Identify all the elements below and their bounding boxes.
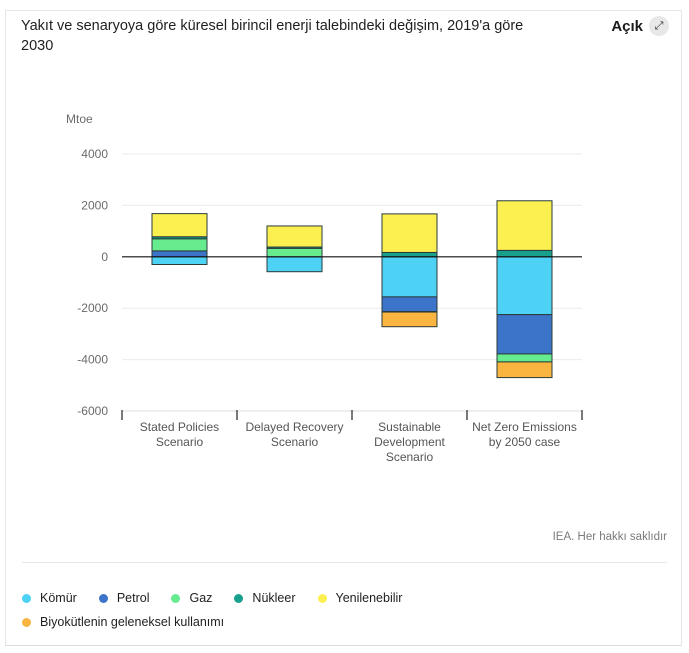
bar-segment-petrol[interactable] xyxy=(151,250,208,258)
legend-dot-icon xyxy=(171,593,181,603)
y-tick-label: 4000 xyxy=(81,147,108,161)
legend-divider xyxy=(22,562,667,563)
legend-label: Yenilenebilir xyxy=(335,591,403,605)
chart-title: Yakıt ve senaryoya göre küresel birincil… xyxy=(21,18,524,54)
bar-stack xyxy=(151,213,208,266)
chart-card xyxy=(5,10,682,646)
legend-label: Biyokütlenin geleneksel kullanımı xyxy=(40,615,225,629)
bar-segment-yenilenebilir[interactable] xyxy=(381,213,438,253)
bar-segment-biyokütlenin-geleneksel-kullanımı[interactable] xyxy=(496,361,553,379)
legend-row: Kömür Petrol Gaz Nükleer Yenilenebilir xyxy=(22,586,482,610)
legend-label: Petrol xyxy=(116,591,150,605)
legend: Kömür Petrol Gaz Nükleer Yenilenebilir Biyokü… xyxy=(22,586,482,634)
bar-segment-gaz[interactable] xyxy=(151,238,208,252)
legend-dot-icon xyxy=(22,593,31,603)
x-tick-label: Delayed Recovery Scenario xyxy=(245,420,343,449)
legend-item[interactable]: Gaz xyxy=(171,591,212,605)
bar-segment-kömür[interactable] xyxy=(151,256,208,266)
bar-segment-yenilenebilir[interactable] xyxy=(496,200,553,251)
legend-row: Biyokütlenin geleneksel kullanımı xyxy=(22,610,482,634)
y-axis-label: Mtoe xyxy=(66,112,93,126)
bar-segment-biyokütlenin-geleneksel-kullanımı[interactable] xyxy=(381,311,438,328)
bar-segment-petrol[interactable] xyxy=(496,314,553,355)
y-axis: 4000 2000 0 -2000 -4000 -6000 xyxy=(77,147,108,418)
x-tick-label: Stated Policies Scenario xyxy=(140,420,219,449)
bar-segment-nükleer[interactable] xyxy=(496,249,553,258)
x-tick-label: Net Zero Emissions by 2050 case xyxy=(472,420,577,449)
open-button-label: Açık xyxy=(611,17,643,35)
legend-dot-icon xyxy=(98,593,108,603)
legend-item[interactable]: Petrol xyxy=(98,591,150,605)
legend-item[interactable]: Kömür xyxy=(22,591,77,605)
bar-segment-petrol[interactable] xyxy=(381,296,438,313)
y-tick-label: -2000 xyxy=(77,301,108,315)
legend-item[interactable]: Yenilenebilir xyxy=(317,591,403,605)
bar-segment-yenilenebilir[interactable] xyxy=(151,213,208,238)
bar-segment-kömür[interactable] xyxy=(496,256,553,316)
bar-segment-yenilenebilir[interactable] xyxy=(266,225,323,248)
bar-segment-gaz[interactable] xyxy=(266,247,323,258)
y-tick-label: 2000 xyxy=(81,198,108,212)
bar-chart: 4000 2000 0 -2000 -4000 -6000 Mtoe Stated Pol… xyxy=(66,112,583,464)
open-button[interactable]: Açık ⤢ xyxy=(611,16,669,36)
legend-item[interactable]: Biyokütlenin geleneksel kullanımı xyxy=(22,615,224,629)
legend-dot-icon xyxy=(22,617,31,627)
bars xyxy=(151,200,553,379)
legend-label: Kömür xyxy=(40,591,77,605)
legend-label: Gaz xyxy=(189,591,213,605)
y-tick-label: -4000 xyxy=(77,353,108,367)
legend-dot-icon xyxy=(234,593,244,603)
x-tick-label: Sustainable Development Scenario xyxy=(374,420,445,464)
bar-segment-kömür[interactable] xyxy=(381,256,438,298)
x-axis: Stated Policies Scenario Delayed Recovery S… xyxy=(121,410,583,464)
bar-segment-nükleer[interactable] xyxy=(381,251,438,258)
bar-segment-kömür[interactable] xyxy=(266,256,323,273)
bar-segment-gaz[interactable] xyxy=(496,353,553,363)
bar-stack xyxy=(266,225,323,273)
bar-stack xyxy=(496,200,553,379)
source-credit: IEA. Her hakkı saklıdır xyxy=(552,531,667,543)
bar-stack xyxy=(381,213,438,328)
legend-item[interactable]: Nükleer xyxy=(234,591,296,605)
expand-arrows-icon[interactable]: ⤢ xyxy=(649,16,669,36)
legend-dot-icon xyxy=(317,593,327,603)
y-tick-label: 0 xyxy=(101,250,108,264)
legend-label: Nükleer xyxy=(252,591,296,605)
y-tick-label: -6000 xyxy=(77,404,108,418)
